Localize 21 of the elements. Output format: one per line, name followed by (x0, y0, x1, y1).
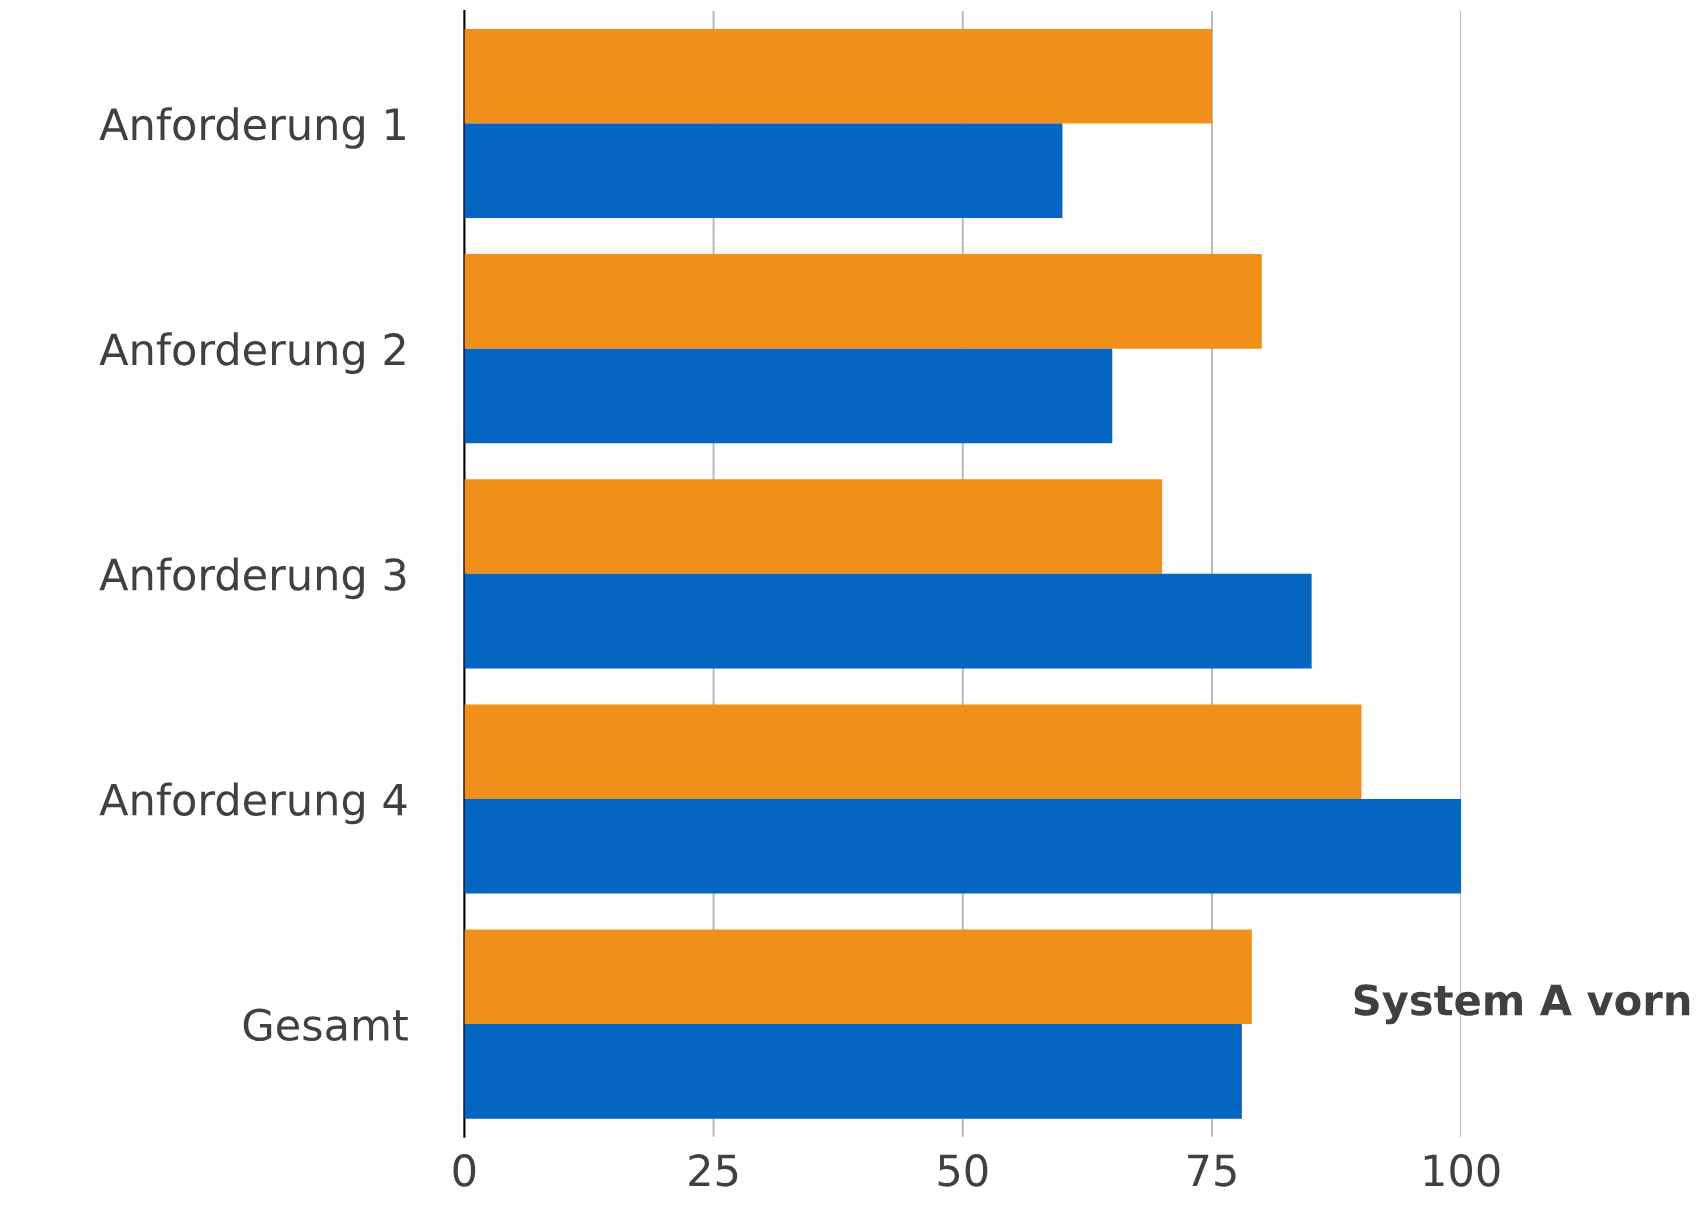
bar (464, 1024, 1242, 1119)
bar (464, 573, 1312, 669)
bar (464, 479, 1163, 574)
bar (464, 704, 1362, 799)
x-tick-label: 50 (938, 1154, 988, 1187)
bar (464, 123, 1063, 219)
x-tick-label: 0 (453, 1154, 476, 1187)
x-tick-label: 100 (1424, 1154, 1500, 1187)
y-tick-label: Gesamt (243, 1008, 408, 1042)
y-tick-label: Anforderung 3 (99, 557, 406, 600)
bar (464, 929, 1252, 1025)
y-tick-label: Anforderung 1 (99, 107, 405, 149)
x-tick-label: 75 (1188, 1154, 1236, 1187)
bar (464, 798, 1462, 894)
y-tick-label: Anforderung 4 (99, 782, 407, 825)
annotation: System A vorn (1354, 984, 1690, 1025)
bar (464, 254, 1262, 349)
bar (464, 28, 1212, 124)
bar (464, 348, 1113, 444)
y-tick-label: Anforderung 2 (99, 332, 405, 374)
x-tick-label: 25 (689, 1154, 738, 1187)
